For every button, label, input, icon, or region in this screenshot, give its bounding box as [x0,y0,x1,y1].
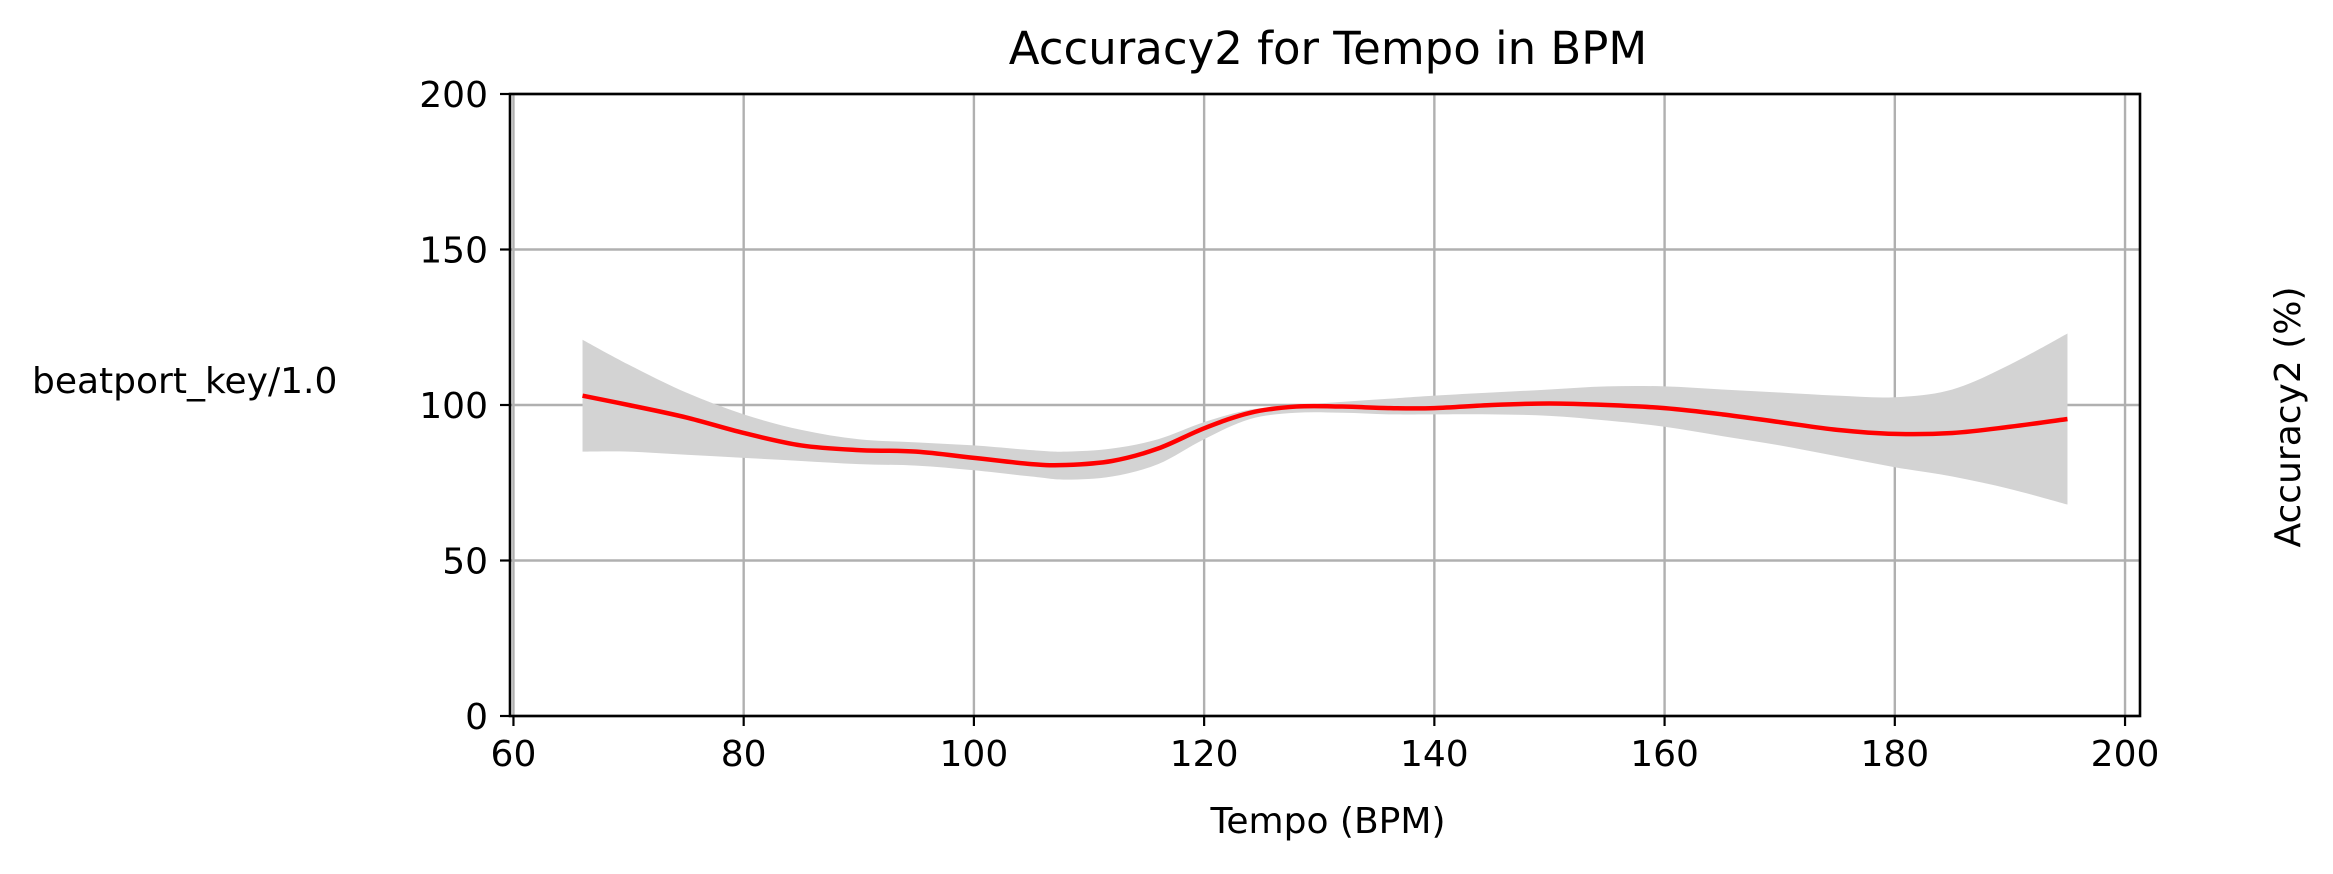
x-axis: 60 80 100 120 140 160 180 200 [491,716,2160,775]
confidence-band [582,333,2068,505]
x-tick-label: 120 [1170,734,1239,775]
accuracy-line [582,393,2068,468]
x-tick-label: 60 [491,734,537,775]
x-axis-label: Tempo (BPM) [1210,801,1446,842]
x-tick-label: 160 [1630,734,1699,775]
chart-title: Accuracy2 for Tempo in BPM [1009,22,1647,75]
x-tick-label: 80 [721,734,767,775]
x-tick-label: 180 [1860,734,1929,775]
y-tick-label: 50 [442,542,488,583]
y-axis-label: Accuracy2 (%) [2268,287,2309,548]
y-axis: 0 50 100 150 200 [419,75,510,738]
y-tick-label: 150 [419,231,488,272]
y-tick-label: 0 [465,697,488,738]
x-tick-label: 100 [940,734,1009,775]
y-tick-label: 200 [419,75,488,116]
x-tick-label: 140 [1400,734,1469,775]
y-tick-label: 100 [419,386,488,427]
row-label: beatport_key/1.0 [32,361,337,402]
x-tick-label: 200 [2091,734,2160,775]
